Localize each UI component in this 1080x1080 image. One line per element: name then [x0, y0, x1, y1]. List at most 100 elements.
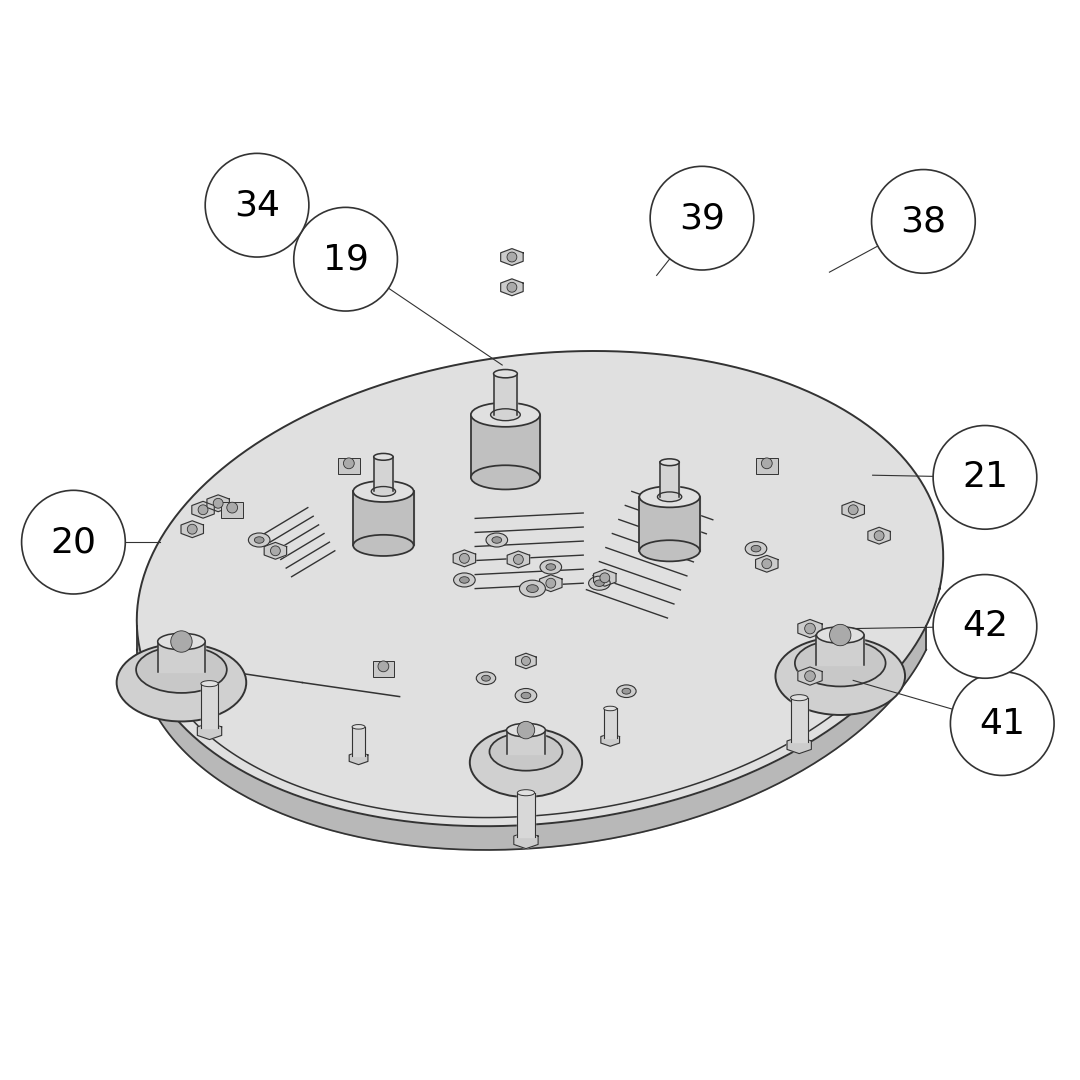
Polygon shape	[507, 730, 545, 754]
Bar	[338, 458, 360, 474]
Ellipse shape	[476, 672, 496, 685]
Ellipse shape	[158, 633, 205, 650]
Circle shape	[933, 575, 1037, 678]
Ellipse shape	[248, 534, 270, 546]
Polygon shape	[600, 733, 620, 746]
Circle shape	[872, 170, 975, 273]
Circle shape	[378, 661, 389, 672]
Ellipse shape	[117, 644, 246, 721]
Ellipse shape	[540, 559, 562, 575]
Ellipse shape	[795, 639, 886, 687]
Text: 21: 21	[962, 460, 1008, 495]
Polygon shape	[201, 684, 218, 728]
Ellipse shape	[374, 454, 393, 460]
Ellipse shape	[791, 694, 808, 701]
Circle shape	[294, 207, 397, 311]
Polygon shape	[517, 793, 535, 837]
Ellipse shape	[519, 580, 545, 597]
Ellipse shape	[201, 680, 218, 687]
Ellipse shape	[490, 408, 521, 420]
Ellipse shape	[658, 491, 681, 501]
Polygon shape	[816, 635, 864, 665]
Ellipse shape	[136, 646, 227, 693]
Polygon shape	[514, 832, 538, 849]
Ellipse shape	[622, 688, 631, 694]
Ellipse shape	[486, 534, 508, 546]
Circle shape	[198, 504, 208, 515]
Ellipse shape	[454, 572, 475, 586]
Circle shape	[459, 553, 470, 564]
Circle shape	[171, 631, 192, 652]
Circle shape	[513, 554, 524, 565]
Circle shape	[545, 578, 556, 589]
Polygon shape	[137, 625, 927, 850]
Text: 39: 39	[679, 201, 725, 235]
Circle shape	[343, 458, 354, 469]
Ellipse shape	[775, 637, 905, 715]
Text: 20: 20	[51, 525, 96, 559]
Text: 38: 38	[901, 204, 946, 239]
Polygon shape	[798, 620, 822, 637]
Polygon shape	[798, 667, 822, 685]
Polygon shape	[352, 727, 365, 756]
Ellipse shape	[660, 459, 679, 465]
Circle shape	[874, 530, 885, 541]
Circle shape	[507, 282, 517, 293]
Ellipse shape	[522, 692, 531, 699]
Ellipse shape	[471, 465, 540, 489]
Circle shape	[270, 545, 281, 556]
Polygon shape	[660, 462, 679, 497]
Polygon shape	[454, 550, 475, 567]
Ellipse shape	[527, 584, 538, 593]
Polygon shape	[501, 279, 523, 296]
Bar	[756, 458, 778, 474]
Text: 19: 19	[323, 242, 368, 276]
Ellipse shape	[595, 580, 605, 586]
Circle shape	[507, 252, 517, 262]
Polygon shape	[181, 521, 203, 538]
Polygon shape	[868, 527, 890, 544]
Ellipse shape	[353, 535, 414, 556]
Polygon shape	[787, 737, 811, 754]
Ellipse shape	[604, 706, 617, 711]
Ellipse shape	[517, 789, 535, 796]
Polygon shape	[508, 551, 529, 568]
Polygon shape	[471, 415, 540, 477]
Ellipse shape	[745, 542, 767, 555]
Ellipse shape	[515, 689, 537, 703]
Polygon shape	[265, 542, 286, 559]
Ellipse shape	[489, 732, 563, 771]
Text: 34: 34	[234, 188, 280, 222]
Ellipse shape	[545, 564, 555, 570]
Circle shape	[805, 623, 815, 634]
Polygon shape	[791, 698, 808, 742]
Ellipse shape	[470, 728, 582, 797]
Polygon shape	[349, 752, 368, 765]
Ellipse shape	[353, 481, 414, 502]
Circle shape	[950, 672, 1054, 775]
Polygon shape	[158, 642, 205, 672]
Text: 42: 42	[962, 609, 1008, 644]
Bar	[373, 661, 394, 677]
Polygon shape	[192, 501, 214, 518]
Circle shape	[227, 502, 238, 513]
Ellipse shape	[639, 486, 700, 508]
Circle shape	[805, 671, 815, 681]
Polygon shape	[842, 501, 864, 518]
Polygon shape	[198, 723, 221, 740]
Polygon shape	[137, 351, 943, 826]
Circle shape	[22, 490, 125, 594]
Circle shape	[761, 558, 772, 569]
Polygon shape	[604, 708, 617, 738]
Polygon shape	[594, 569, 616, 586]
Ellipse shape	[507, 724, 545, 737]
Ellipse shape	[816, 626, 864, 644]
Ellipse shape	[460, 577, 469, 583]
Circle shape	[599, 572, 610, 583]
Polygon shape	[639, 497, 700, 551]
Circle shape	[761, 458, 772, 469]
Polygon shape	[515, 653, 537, 669]
Text: 41: 41	[980, 706, 1025, 741]
Polygon shape	[374, 457, 393, 491]
Bar	[221, 502, 243, 518]
